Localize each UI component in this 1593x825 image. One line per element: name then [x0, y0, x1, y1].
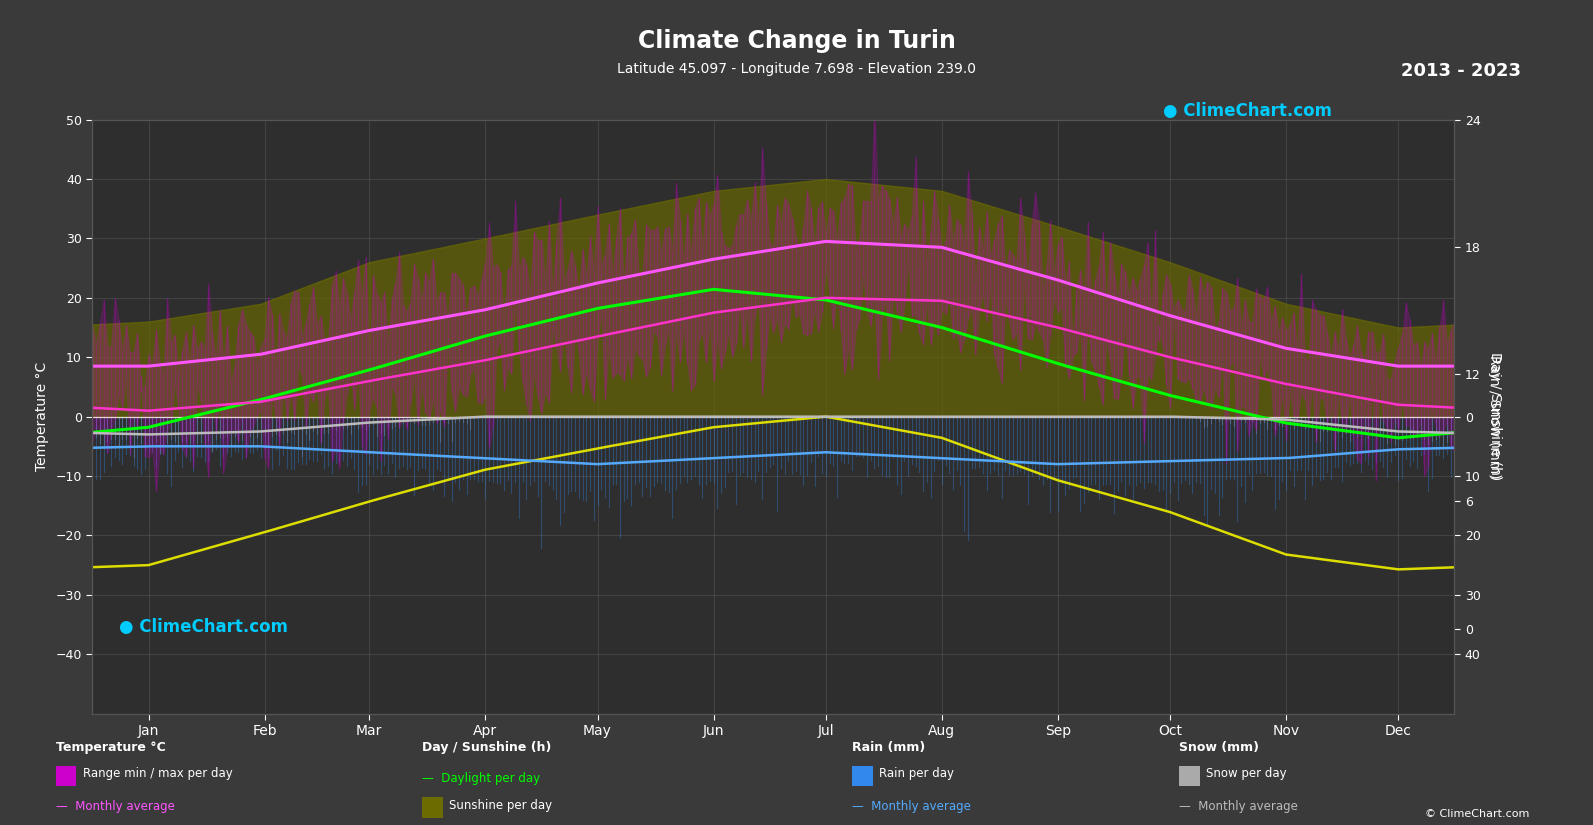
Text: Snow (mm): Snow (mm): [1179, 741, 1258, 754]
Text: Sunshine per day: Sunshine per day: [449, 799, 553, 812]
Text: —  Monthly average: — Monthly average: [56, 800, 175, 813]
Text: ● ClimeChart.com: ● ClimeChart.com: [1163, 102, 1332, 120]
Y-axis label: Rain / Snow (mm): Rain / Snow (mm): [1488, 355, 1502, 478]
Text: —  Monthly average: — Monthly average: [1179, 800, 1298, 813]
Text: © ClimeChart.com: © ClimeChart.com: [1424, 808, 1529, 818]
Text: Latitude 45.097 - Longitude 7.698 - Elevation 239.0: Latitude 45.097 - Longitude 7.698 - Elev…: [616, 62, 977, 76]
Text: —  Daylight per day: — Daylight per day: [422, 772, 540, 785]
Text: 2013 - 2023: 2013 - 2023: [1402, 62, 1521, 80]
Text: Climate Change in Turin: Climate Change in Turin: [637, 29, 956, 53]
Y-axis label: Day / Sunshine (h): Day / Sunshine (h): [1488, 352, 1502, 481]
Text: Rain (mm): Rain (mm): [852, 741, 926, 754]
Text: Day / Sunshine (h): Day / Sunshine (h): [422, 741, 551, 754]
Text: Rain per day: Rain per day: [879, 767, 954, 780]
Text: ● ClimeChart.com: ● ClimeChart.com: [119, 618, 288, 636]
Text: Range min / max per day: Range min / max per day: [83, 767, 233, 780]
Y-axis label: Temperature °C: Temperature °C: [35, 362, 49, 471]
Text: Temperature °C: Temperature °C: [56, 741, 166, 754]
Text: Snow per day: Snow per day: [1206, 767, 1287, 780]
Text: —  Monthly average: — Monthly average: [852, 800, 972, 813]
